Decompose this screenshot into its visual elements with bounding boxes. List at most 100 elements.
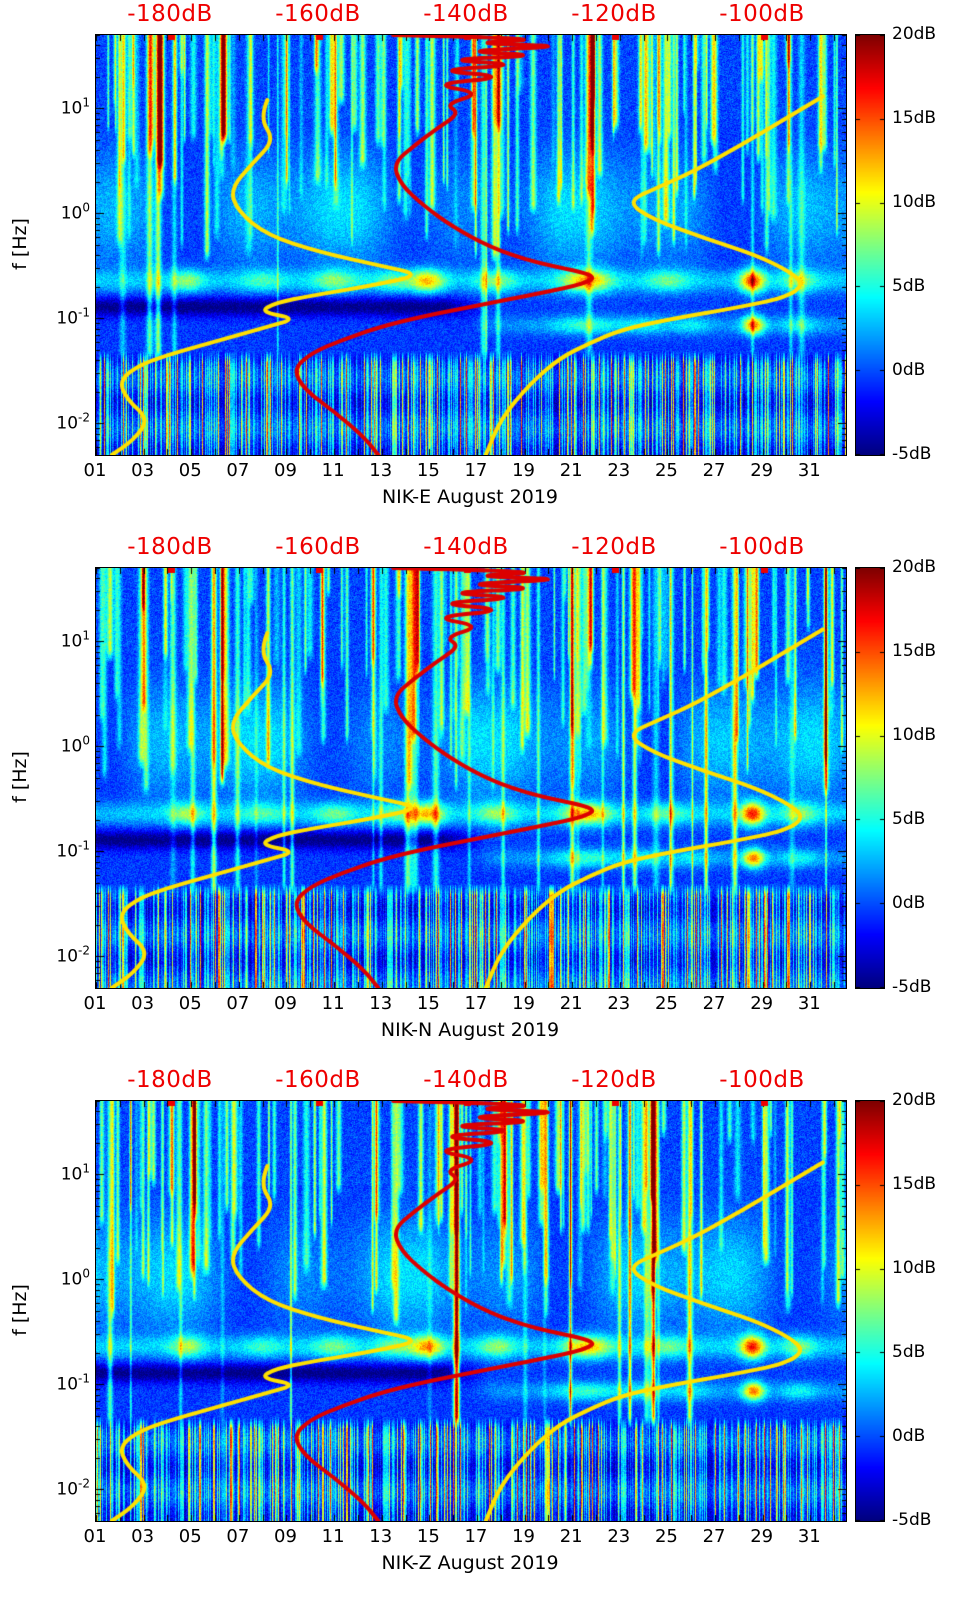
x-tick-label: 09 <box>274 460 297 481</box>
y-tick-label: 101 <box>60 1162 90 1185</box>
colorbar <box>855 1100 885 1522</box>
x-tick-label: 13 <box>369 460 393 481</box>
y-axis-label: f [Hz] <box>9 751 31 803</box>
spectrogram-heatmap <box>95 567 847 989</box>
colorbar-tick-label: 5dB <box>892 276 926 296</box>
x-tick-label: 17 <box>464 1526 488 1547</box>
x-tick-label: 15 <box>416 1526 440 1547</box>
x-tick-label: 11 <box>321 1526 345 1547</box>
x-tick-label: 25 <box>654 1526 678 1547</box>
colorbar-tick-label: 0dB <box>892 893 926 913</box>
top-axis-label: -160dB <box>275 534 361 560</box>
colorbar-tick-label: -5dB <box>892 444 932 464</box>
top-axis-label: -160dB <box>275 1 361 27</box>
x-tick-label: 03 <box>131 993 155 1014</box>
x-tick-label: 11 <box>321 993 345 1014</box>
panel-nik-e: -180dB -160dB -140dB -120dB -100dB f [Hz… <box>0 0 962 533</box>
panel-title: NIK-Z August 2019 <box>381 1552 559 1574</box>
y-tick-label: 100 <box>60 201 90 224</box>
colorbar-tick-label: 15dB <box>892 641 937 661</box>
top-axis-label: -120dB <box>571 534 657 560</box>
top-axis-label: -180dB <box>127 1067 213 1093</box>
x-tick-label: 23 <box>607 460 631 481</box>
x-tick-label: 11 <box>321 460 345 481</box>
colorbar-tick-label: 5dB <box>892 1342 926 1362</box>
x-tick-label: 05 <box>178 993 202 1014</box>
top-axis-label: -120dB <box>571 1 657 27</box>
top-axis-label: -140dB <box>423 1 509 27</box>
colorbar-tick-label: 0dB <box>892 360 926 380</box>
top-axis-label: -180dB <box>127 534 213 560</box>
panel-title: NIK-N August 2019 <box>380 1019 560 1041</box>
x-tick-label: 05 <box>178 460 202 481</box>
x-tick-label: 09 <box>274 993 297 1014</box>
colorbar-tick-label: 10dB <box>892 192 937 212</box>
colorbar-tick-label: 20dB <box>892 24 937 44</box>
x-tick-label: 31 <box>797 460 821 481</box>
colorbar-tick-label: 10dB <box>892 725 937 745</box>
y-tick-label: 101 <box>60 629 90 652</box>
colorbar <box>855 567 885 989</box>
x-tick-label: 15 <box>416 460 440 481</box>
y-axis-label: f [Hz] <box>9 1284 31 1336</box>
x-tick-label: 13 <box>369 1526 393 1547</box>
top-axis-label: -140dB <box>423 534 509 560</box>
top-axis-label: -120dB <box>571 1067 657 1093</box>
colorbar-tick-label: 0dB <box>892 1426 926 1446</box>
x-tick-label: 19 <box>512 993 536 1014</box>
x-tick-label: 13 <box>369 993 393 1014</box>
x-tick-label: 31 <box>797 1526 821 1547</box>
colorbar-tick-label: 10dB <box>892 1258 937 1278</box>
panel-nik-n: -180dB -160dB -140dB -120dB -100dB f [Hz… <box>0 533 962 1066</box>
y-axis-label: f [Hz] <box>9 218 31 270</box>
x-tick-label: 17 <box>464 460 488 481</box>
spectrogram-heatmap <box>95 1100 847 1522</box>
y-tick-label: 100 <box>60 1267 90 1290</box>
colorbar <box>855 34 885 456</box>
x-tick-label: 09 <box>274 1526 297 1547</box>
y-tick-label: 10-1 <box>56 1372 90 1395</box>
x-tick-label: 01 <box>83 993 107 1014</box>
x-tick-label: 03 <box>131 460 155 481</box>
x-tick-label: 29 <box>750 1526 774 1547</box>
x-tick-label: 23 <box>607 1526 631 1547</box>
spectrogram-heatmap <box>95 34 847 456</box>
x-tick-label: 15 <box>416 993 440 1014</box>
colorbar-tick-label: 20dB <box>892 1090 937 1110</box>
x-tick-label: 21 <box>559 1526 583 1547</box>
x-tick-label: 07 <box>226 1526 250 1547</box>
x-tick-label: 25 <box>654 460 678 481</box>
x-tick-label: 07 <box>226 993 250 1014</box>
top-axis-label: -100dB <box>719 534 805 560</box>
colorbar-tick-label: -5dB <box>892 977 932 997</box>
panel-title: NIK-E August 2019 <box>381 486 559 508</box>
x-tick-label: 19 <box>512 460 536 481</box>
y-tick-label: 101 <box>60 96 90 119</box>
x-tick-label: 27 <box>702 460 726 481</box>
colorbar-tick-label: 20dB <box>892 557 937 577</box>
x-tick-label: 27 <box>702 993 726 1014</box>
x-tick-label: 21 <box>559 993 583 1014</box>
y-tick-label: 10-2 <box>56 944 90 967</box>
colorbar-tick-label: 15dB <box>892 108 937 128</box>
top-axis-label: -100dB <box>719 1 805 27</box>
x-tick-label: 25 <box>654 993 678 1014</box>
x-tick-label: 23 <box>607 993 631 1014</box>
colorbar-tick-label: 15dB <box>892 1174 937 1194</box>
x-tick-label: 29 <box>750 460 774 481</box>
panel-nik-z: -180dB -160dB -140dB -120dB -100dB f [Hz… <box>0 1066 962 1599</box>
x-tick-label: 19 <box>512 1526 536 1547</box>
x-tick-label: 17 <box>464 993 488 1014</box>
x-tick-label: 01 <box>83 460 107 481</box>
x-tick-label: 03 <box>131 1526 155 1547</box>
x-tick-label: 31 <box>797 993 821 1014</box>
x-tick-label: 05 <box>178 1526 202 1547</box>
x-tick-label: 27 <box>702 1526 726 1547</box>
top-axis-label: -140dB <box>423 1067 509 1093</box>
top-axis-label: -180dB <box>127 1 213 27</box>
colorbar-tick-label: -5dB <box>892 1510 932 1530</box>
x-tick-label: 07 <box>226 460 250 481</box>
x-tick-label: 29 <box>750 993 774 1014</box>
top-axis-label: -160dB <box>275 1067 361 1093</box>
